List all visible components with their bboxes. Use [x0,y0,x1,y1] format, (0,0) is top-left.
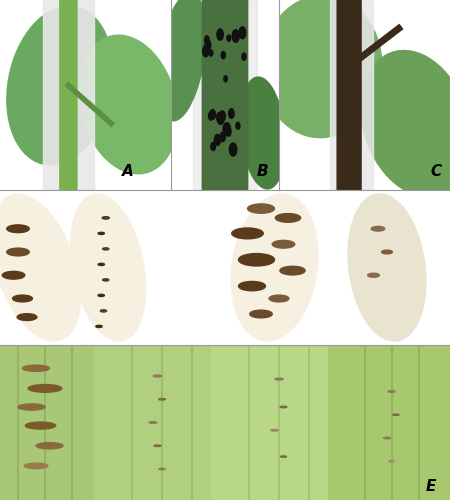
Ellipse shape [7,6,113,165]
Circle shape [371,226,385,231]
Circle shape [96,326,102,328]
Circle shape [382,250,392,254]
Circle shape [232,228,263,239]
FancyBboxPatch shape [94,339,230,500]
Text: C: C [430,164,441,178]
FancyBboxPatch shape [212,339,346,500]
FancyBboxPatch shape [202,0,248,192]
Circle shape [232,30,239,42]
Circle shape [227,130,231,136]
Ellipse shape [383,437,391,439]
Circle shape [269,295,289,302]
Circle shape [102,216,109,219]
Circle shape [238,282,266,291]
Circle shape [248,204,274,213]
Ellipse shape [393,414,399,416]
Circle shape [13,295,32,302]
Ellipse shape [70,194,146,341]
Circle shape [250,310,272,318]
FancyBboxPatch shape [328,339,450,500]
Ellipse shape [280,456,287,458]
Circle shape [223,122,230,136]
Ellipse shape [79,35,178,174]
Bar [330,0,373,190]
Circle shape [98,294,104,296]
Ellipse shape [158,398,166,400]
Ellipse shape [361,50,450,197]
Text: D: D [424,320,436,336]
Circle shape [220,111,225,121]
Circle shape [242,53,246,60]
Ellipse shape [149,422,157,424]
Circle shape [100,310,107,312]
Circle shape [214,134,220,145]
Ellipse shape [24,463,48,468]
Ellipse shape [240,77,285,189]
Ellipse shape [231,194,318,341]
Ellipse shape [159,468,165,469]
Circle shape [272,240,295,248]
Ellipse shape [28,384,62,392]
Ellipse shape [0,194,81,341]
Ellipse shape [25,422,56,429]
Ellipse shape [262,0,382,138]
Circle shape [17,314,37,320]
Ellipse shape [389,460,394,462]
Circle shape [221,52,225,59]
Circle shape [224,76,227,82]
Circle shape [368,273,379,278]
Circle shape [2,272,25,279]
Text: B: B [256,164,268,178]
Circle shape [238,254,274,266]
Ellipse shape [22,365,50,372]
Circle shape [202,46,209,57]
Circle shape [275,214,301,222]
Circle shape [210,110,216,120]
Circle shape [227,128,231,134]
Circle shape [236,122,240,130]
Circle shape [205,36,209,44]
Circle shape [217,112,224,124]
Bar [193,0,257,190]
Ellipse shape [158,0,206,121]
Ellipse shape [36,442,63,449]
Ellipse shape [153,375,162,377]
Circle shape [7,248,29,256]
Circle shape [229,108,234,118]
Circle shape [103,279,109,281]
Circle shape [217,29,223,40]
Bar [43,0,94,190]
Circle shape [230,143,237,156]
Circle shape [216,112,222,122]
FancyBboxPatch shape [60,0,77,192]
Circle shape [7,225,29,232]
Circle shape [98,264,104,266]
Text: E: E [426,479,436,494]
Ellipse shape [154,445,161,446]
Ellipse shape [388,390,395,392]
Circle shape [220,132,225,141]
Ellipse shape [275,378,283,380]
Circle shape [227,35,230,42]
Circle shape [205,40,211,50]
Circle shape [209,50,213,56]
FancyBboxPatch shape [337,0,361,192]
Ellipse shape [18,404,45,410]
Circle shape [208,112,213,120]
Ellipse shape [271,430,278,431]
Text: A: A [122,164,133,178]
Circle shape [98,232,104,234]
Circle shape [239,27,246,38]
Ellipse shape [280,406,287,408]
Circle shape [103,248,109,250]
Ellipse shape [348,194,426,341]
FancyBboxPatch shape [0,339,108,500]
Circle shape [211,142,216,150]
Circle shape [280,266,305,275]
